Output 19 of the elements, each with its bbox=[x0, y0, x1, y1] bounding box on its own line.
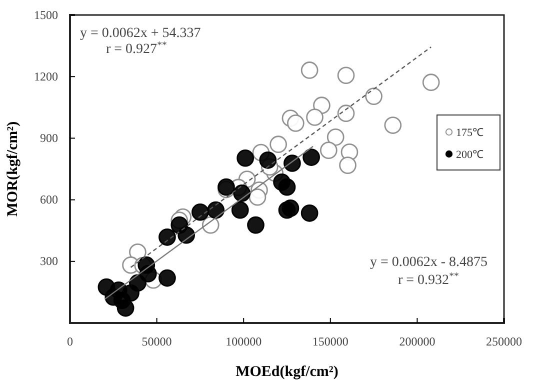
x-tick-label: 250000 bbox=[486, 334, 522, 349]
legend-label: 200℃ bbox=[456, 149, 484, 161]
y-axis-title: MOR(kgf/cm²) bbox=[5, 121, 21, 217]
x-tick-label: 0 bbox=[67, 334, 73, 349]
x-tick-label: 150000 bbox=[312, 334, 348, 349]
y-tick-label: 600 bbox=[40, 192, 58, 207]
annotation: r = 0.927$^{**}$ bbox=[106, 40, 167, 57]
x-tick-label: 100000 bbox=[226, 334, 262, 349]
legend-label: 175℃ bbox=[456, 127, 484, 139]
y-tick-label: 1200 bbox=[34, 69, 58, 84]
x-tick-label: 200000 bbox=[399, 334, 436, 349]
x-tick-label: 50000 bbox=[142, 334, 172, 349]
x-axis-title: MOEd(kgf/cm²) bbox=[236, 364, 338, 380]
annotation: y = 0.0062x + 54.337 bbox=[80, 26, 201, 41]
annotation: r = 0.932$^{**}$ bbox=[398, 270, 459, 288]
y-tick-label: 1500 bbox=[34, 8, 58, 22]
y-tick-label: 900 bbox=[40, 131, 58, 146]
y-tick-label: 300 bbox=[40, 254, 58, 268]
annotation: y = 0.0062x - 8.4875 bbox=[370, 255, 488, 270]
